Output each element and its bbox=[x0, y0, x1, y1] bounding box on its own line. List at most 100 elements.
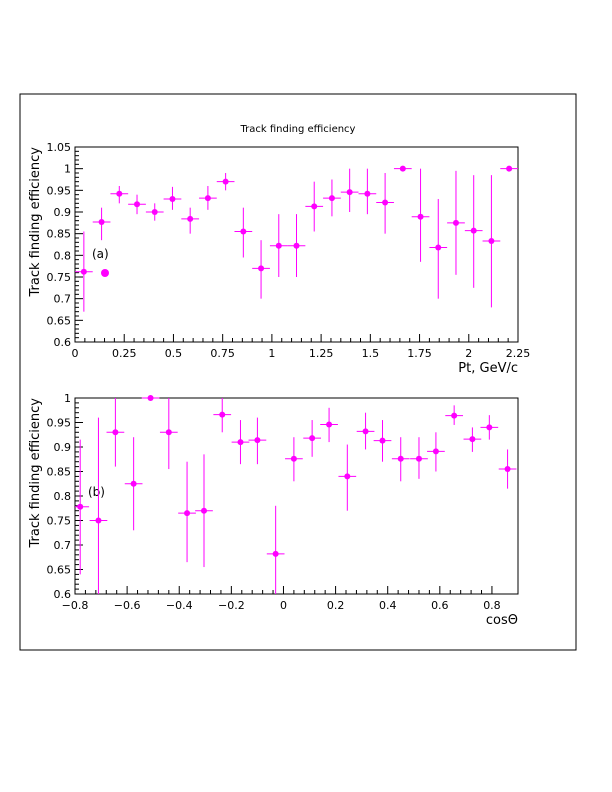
data-point bbox=[106, 398, 125, 467]
data-marker bbox=[200, 507, 207, 514]
data-marker bbox=[184, 510, 191, 517]
data-marker bbox=[452, 219, 459, 226]
y-tick-label: 0.8 bbox=[54, 249, 72, 262]
x-tick-label: 0.75 bbox=[210, 347, 235, 360]
data-point bbox=[141, 395, 160, 401]
data-point bbox=[231, 420, 250, 465]
x-axis-title: cosΘ bbox=[486, 613, 518, 628]
x-tick-label: 0.2 bbox=[327, 599, 345, 612]
data-marker bbox=[344, 473, 351, 480]
data-point bbox=[269, 214, 288, 277]
data-point bbox=[464, 175, 483, 288]
x-tick-label: −0.2 bbox=[218, 599, 245, 612]
x-tick-label: 0.4 bbox=[379, 599, 397, 612]
data-marker bbox=[364, 190, 371, 197]
figure-title: Track finding efficiency bbox=[240, 124, 356, 135]
x-tick-label: 1.75 bbox=[407, 347, 432, 360]
y-tick-label: 0.6 bbox=[54, 588, 72, 601]
data-marker bbox=[290, 455, 297, 462]
data-marker bbox=[98, 218, 105, 225]
y-axis-title: Track finding efficiency bbox=[28, 147, 43, 298]
data-marker bbox=[504, 466, 511, 473]
y-tick-label: 0.95 bbox=[47, 417, 72, 430]
data-point bbox=[376, 173, 394, 234]
y-axis-title: Track finding efficiency bbox=[28, 398, 43, 549]
data-marker bbox=[399, 165, 406, 172]
x-tick-label: 0.6 bbox=[431, 599, 449, 612]
data-point bbox=[482, 175, 501, 308]
data-marker bbox=[80, 268, 87, 275]
x-tick-label: −0.8 bbox=[62, 599, 89, 612]
data-point bbox=[145, 203, 164, 221]
data-point bbox=[266, 505, 285, 594]
data-point bbox=[445, 405, 464, 425]
y-tick-label: 1 bbox=[64, 163, 71, 176]
x-tick-label: 0.5 bbox=[165, 347, 183, 360]
data-point bbox=[252, 240, 270, 299]
data-point bbox=[285, 437, 303, 482]
data-point bbox=[287, 214, 306, 277]
data-marker bbox=[95, 517, 102, 524]
y-tick-label: 0.95 bbox=[47, 184, 72, 197]
data-point bbox=[429, 199, 448, 299]
data-point bbox=[356, 412, 375, 450]
plot-frame bbox=[74, 397, 519, 595]
x-tick-label: 1 bbox=[268, 347, 275, 360]
data-marker bbox=[470, 227, 477, 234]
data-marker bbox=[240, 228, 247, 235]
y-tick-label: 0.75 bbox=[47, 271, 72, 284]
data-marker bbox=[379, 437, 386, 444]
data-point bbox=[305, 181, 324, 232]
data-point bbox=[340, 168, 359, 212]
data-point bbox=[410, 437, 428, 479]
data-point bbox=[447, 170, 465, 275]
data-point bbox=[248, 417, 267, 465]
x-tick-label: −0.6 bbox=[114, 599, 141, 612]
x-tick-label: 1.5 bbox=[362, 347, 380, 360]
legend-marker bbox=[101, 269, 109, 277]
data-marker bbox=[130, 480, 137, 487]
data-marker bbox=[311, 203, 318, 210]
data-point bbox=[89, 417, 108, 594]
y-tick-label: 0.7 bbox=[54, 539, 72, 552]
data-point bbox=[338, 444, 357, 511]
data-point bbox=[159, 398, 178, 470]
x-tick-label: 1.25 bbox=[309, 347, 334, 360]
plot-frame bbox=[74, 146, 519, 343]
data-point bbox=[75, 231, 93, 312]
data-marker bbox=[506, 165, 513, 172]
data-marker bbox=[486, 424, 493, 431]
y-tick-label: 0.65 bbox=[47, 564, 72, 577]
data-marker bbox=[469, 436, 476, 443]
y-tick-label: 0.8 bbox=[54, 490, 72, 503]
data-point bbox=[163, 186, 182, 210]
data-point bbox=[216, 173, 235, 191]
data-marker bbox=[116, 190, 123, 197]
data-point bbox=[411, 168, 430, 262]
data-point bbox=[213, 398, 232, 433]
data-point bbox=[323, 179, 341, 217]
data-point bbox=[110, 186, 129, 204]
data-point bbox=[178, 461, 196, 563]
data-marker bbox=[254, 437, 261, 444]
data-point bbox=[500, 165, 518, 172]
data-marker bbox=[222, 178, 229, 185]
data-marker bbox=[275, 242, 282, 249]
data-marker bbox=[187, 215, 194, 222]
panel-b: −0.8 −0.6 −0.4 −0.2 0 0.2 0.4 0.6 0.8 0.6 0.65 0.7 0… bbox=[28, 392, 519, 628]
y-tick-label: 0.7 bbox=[54, 293, 72, 306]
data-marker bbox=[151, 209, 158, 215]
data-marker bbox=[169, 196, 176, 202]
data-point bbox=[92, 207, 111, 241]
figure-frame bbox=[19, 93, 577, 651]
data-point bbox=[498, 449, 517, 489]
data-marker bbox=[77, 503, 84, 510]
data-marker bbox=[237, 439, 244, 446]
x-tick-label: 0 bbox=[72, 347, 79, 360]
data-marker bbox=[397, 455, 404, 462]
x-tick-label: 2.25 bbox=[506, 347, 531, 360]
data-point bbox=[358, 168, 377, 215]
y-tick-label: 0.9 bbox=[54, 441, 72, 454]
data-marker bbox=[362, 428, 369, 435]
